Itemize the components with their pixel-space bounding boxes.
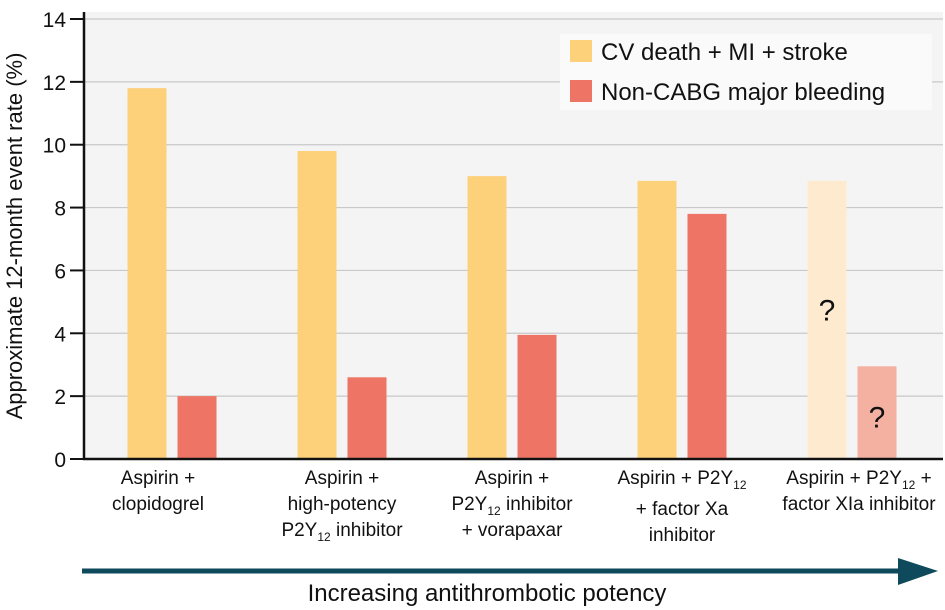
y-axis-label: Approximate 12-month event rate (%) (2, 53, 27, 420)
label-text: + vorapaxar (462, 520, 564, 541)
arrow-head-icon (898, 558, 938, 585)
potency-arrow (82, 558, 938, 585)
label-text: clopidogrel (112, 494, 204, 515)
legend-label-cv-death: CV death + MI + stroke (601, 39, 848, 66)
bars: ?? (127, 88, 897, 460)
label-text: inhibitor (501, 494, 573, 515)
label-text: + factor Xa (636, 499, 729, 520)
bar-bleeding (347, 377, 387, 459)
x-tick-label: Aspirin + P2Y12 + factor XIa inhibitor (782, 468, 936, 515)
bar-bleeding (857, 366, 897, 459)
legend-swatch-bleeding (570, 80, 592, 102)
x-tick-label: Aspirin + P2Y12 + factor Xa inhibitor (617, 468, 746, 546)
uncertain-annotation: ? (869, 402, 886, 435)
bar-bleeding (687, 213, 727, 459)
bar-cv-death (297, 151, 337, 459)
bar-cv-death (807, 180, 847, 459)
legend-label-bleeding: Non-CABG major bleeding (601, 79, 885, 106)
label-text: Aspirin + P2Y (617, 468, 733, 489)
y-tick-label: 12 (43, 72, 66, 95)
label-text: inhibitor (331, 520, 403, 541)
legend: CV death + MI + stroke Non-CABG major bl… (560, 34, 932, 110)
y-tick-label: 4 (54, 323, 66, 346)
subscript: 12 (902, 478, 916, 492)
legend-background (560, 34, 932, 110)
subscript: 12 (317, 530, 331, 544)
label-text: factor XIa inhibitor (782, 494, 936, 515)
y-tick-label: 14 (43, 9, 67, 32)
y-tick-label: 6 (54, 260, 66, 283)
y-ticks: 0 2 4 6 8 10 12 14 (43, 9, 84, 472)
subscript: 12 (487, 504, 501, 518)
uncertain-annotation: ? (819, 295, 836, 328)
bar-cv-death (637, 180, 677, 459)
label-text: Aspirin + P2Y (786, 468, 902, 489)
legend-swatch-cv-death (570, 40, 592, 62)
y-tick-label: 10 (43, 135, 66, 158)
x-tick-labels: Aspirin + clopidogrel Aspirin + high-potenc… (112, 468, 936, 546)
y-tick-label: 0 (54, 449, 66, 472)
x-tick-label: Aspirin + high-potency P2Y12 inhibitor (281, 468, 403, 544)
subscript: 12 (733, 478, 747, 492)
y-tick-label: 2 (54, 386, 66, 409)
label-text: Aspirin + (305, 468, 379, 489)
bar-bleeding (517, 334, 557, 459)
x-axis-label: Increasing antithrombotic potency (308, 580, 667, 607)
label-text: P2Y (451, 494, 487, 515)
label-text: Aspirin + (121, 468, 195, 489)
label-text: P2Y (281, 520, 317, 541)
axes (82, 12, 943, 461)
label-text: high-potency (288, 494, 397, 515)
y-tick-label: 8 (54, 198, 66, 221)
label-text: + (915, 468, 931, 489)
x-tick-label: Aspirin + clopidogrel (112, 468, 204, 515)
bar-bleeding (177, 396, 217, 459)
label-text: inhibitor (649, 525, 716, 546)
label-text: Aspirin + (475, 468, 549, 489)
x-tick-label: Aspirin + P2Y12 inhibitor + vorapaxar (451, 468, 573, 541)
bar-cv-death (467, 176, 507, 459)
bar-cv-death (127, 88, 167, 460)
